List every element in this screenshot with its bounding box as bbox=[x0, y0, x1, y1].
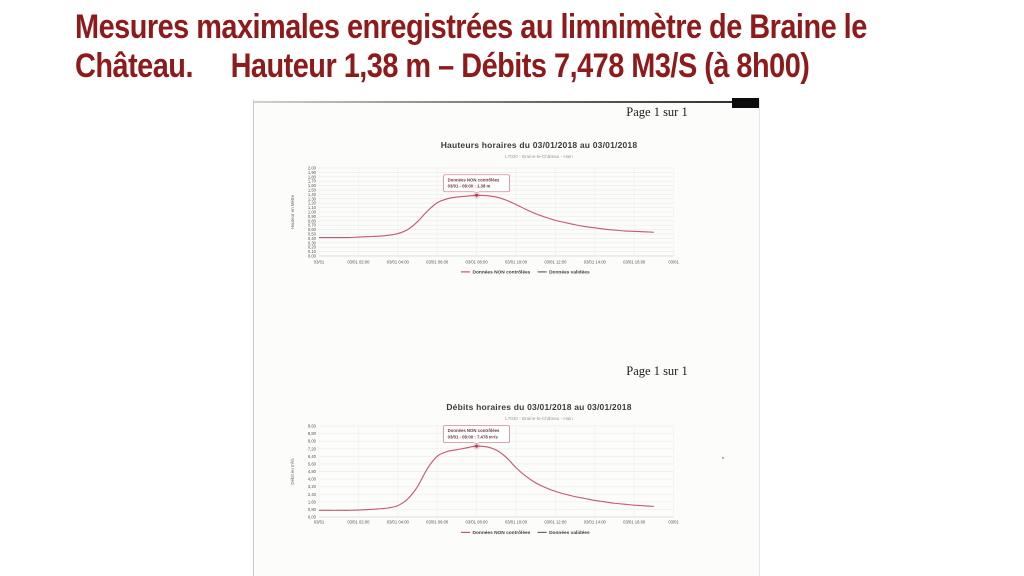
y-tick-label: 0,70 bbox=[308, 223, 317, 228]
y-tick-label: 2,40 bbox=[308, 492, 317, 497]
x-tick-label: 03/01 bbox=[668, 520, 679, 525]
slide-title-line1: Mesures maximales enregistrées au limnim… bbox=[75, 8, 867, 46]
y-tick-label: 1,00 bbox=[308, 210, 317, 215]
x-tick-label: 03/01 06:00 bbox=[426, 520, 449, 525]
y-tick-label: 1,10 bbox=[308, 205, 317, 210]
chart-title-hauteurs: Hauteurs horaires du 03/01/2018 au 03/01… bbox=[440, 140, 638, 150]
x-tick-label: 03/01 16:00 bbox=[623, 520, 646, 525]
x-tick-label: 03/01 10:00 bbox=[505, 520, 528, 525]
x-tick-label: 03/01 14:00 bbox=[584, 260, 607, 265]
y-tick-label: 1,30 bbox=[308, 196, 317, 201]
chart-subtitle: L7020 - Braine-le-Château - Hain bbox=[505, 154, 573, 159]
y-tick-label: 8,00 bbox=[308, 439, 317, 444]
slide-title: Mesures maximales enregistrées au limnim… bbox=[75, 8, 867, 86]
x-tick-label: 03/01 14:00 bbox=[584, 520, 607, 525]
y-tick-label: 1,40 bbox=[308, 192, 317, 197]
y-axis-label: Hauteur en Mètre bbox=[290, 194, 295, 229]
scan-edge-line bbox=[254, 101, 759, 103]
legend-label: Données NON contrôlées bbox=[473, 530, 531, 536]
y-tick-label: 3,20 bbox=[308, 484, 317, 489]
y-tick-label: 0,50 bbox=[308, 232, 317, 237]
y-tick-label: 1,80 bbox=[308, 174, 317, 179]
annotation-text-line2: 03/01 - 08:00 : 7.478 m³/s bbox=[448, 434, 499, 439]
y-tick-label: 6,40 bbox=[308, 454, 317, 459]
x-tick-label: 03/01 bbox=[314, 260, 325, 265]
y-tick-label: 0,00 bbox=[308, 254, 317, 259]
y-tick-label: 5,60 bbox=[308, 461, 317, 466]
y-tick-label: 0,20 bbox=[308, 245, 317, 250]
x-tick-label: 03/01 02:00 bbox=[347, 520, 370, 525]
y-tick-label: 0,80 bbox=[308, 218, 317, 223]
annotation-text-line2: 03/01 - 08:00 : 1.38 m bbox=[448, 184, 491, 189]
x-tick-label: 03/01 08:00 bbox=[466, 520, 489, 525]
x-tick-label: 03/01 12:00 bbox=[544, 260, 567, 265]
page-number-label: Page 1 sur 1 bbox=[626, 364, 688, 378]
y-tick-label: 0,40 bbox=[308, 236, 317, 241]
chart-title-debits: Débits horaires du 03/01/2018 au 03/01/2… bbox=[446, 402, 632, 412]
y-tick-label: 0,00 bbox=[308, 515, 317, 520]
legend-label: Données NON contrôlées bbox=[473, 270, 531, 276]
y-tick-label: 2,00 bbox=[308, 166, 317, 171]
x-tick-label: 03/01 10:00 bbox=[505, 260, 528, 265]
y-tick-label: 1,60 bbox=[308, 183, 317, 188]
y-tick-label: 7,20 bbox=[308, 446, 317, 451]
y-axis-label: Débit en m³/s bbox=[290, 458, 295, 485]
x-tick-label: 03/01 06:00 bbox=[426, 260, 449, 265]
x-tick-label: 03/01 12:00 bbox=[544, 520, 567, 525]
y-tick-label: 4,00 bbox=[308, 477, 317, 482]
chart-subtitle: L7020 - Braine-le-Château - Hain bbox=[505, 416, 573, 421]
scan-corner-mark bbox=[732, 98, 759, 108]
y-tick-label: 1,70 bbox=[308, 179, 317, 184]
y-tick-label: 0,90 bbox=[308, 214, 317, 219]
x-tick-label: 03/01 bbox=[314, 520, 325, 525]
y-tick-label: 1,20 bbox=[308, 201, 317, 206]
y-tick-label: 1,90 bbox=[308, 170, 317, 175]
y-tick-label: 1,60 bbox=[308, 499, 317, 504]
y-tick-label: 0,80 bbox=[308, 507, 317, 512]
legend-label: Données validées bbox=[549, 530, 590, 536]
x-tick-label: 03/01 02:00 bbox=[347, 260, 370, 265]
scan-speck bbox=[722, 457, 724, 459]
annotation-text-line1: Données NON contrôlées bbox=[448, 177, 500, 182]
y-tick-label: 8,80 bbox=[308, 431, 317, 436]
x-tick-label: 03/01 16:00 bbox=[623, 260, 646, 265]
x-tick-label: 03/01 bbox=[668, 260, 679, 265]
data-curve bbox=[318, 445, 654, 511]
x-tick-label: 03/01 08:00 bbox=[466, 260, 489, 265]
x-tick-label: 03/01 04:00 bbox=[387, 260, 410, 265]
peak-marker-dot bbox=[475, 193, 479, 197]
page-number-label: Page 1 sur 1 bbox=[626, 105, 688, 119]
slide-title-line2: Château. Hauteur 1,38 m – Débits 7,478 M… bbox=[75, 47, 810, 85]
y-tick-label: 0,10 bbox=[308, 249, 317, 254]
x-tick-label: 03/01 04:00 bbox=[387, 520, 410, 525]
annotation-text-line1: Données NON contrôlées bbox=[448, 428, 500, 433]
legend-label: Données validées bbox=[549, 270, 590, 276]
y-tick-label: 9,60 bbox=[308, 424, 317, 429]
peak-marker-dot bbox=[475, 444, 479, 448]
y-tick-label: 0,60 bbox=[308, 227, 317, 232]
y-tick-label: 0,30 bbox=[308, 240, 317, 245]
y-tick-label: 4,80 bbox=[308, 469, 317, 474]
scanned-document: Page 1 sur 1 Page 1 sur 1 Hauteurs horai… bbox=[253, 98, 760, 576]
charts-canvas: 2,001,901,801,701,601,501,401,301,201,10… bbox=[290, 154, 680, 536]
y-tick-label: 1,50 bbox=[308, 188, 317, 193]
data-curve bbox=[319, 194, 654, 239]
